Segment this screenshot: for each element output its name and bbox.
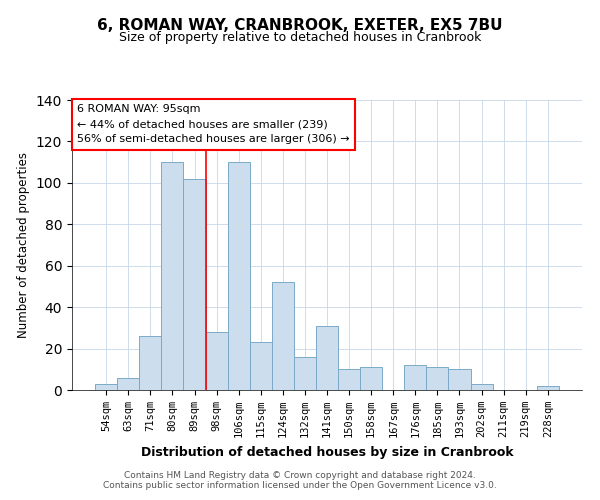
Bar [360,367,382,390]
X-axis label: Distribution of detached houses by size in Cranbrook: Distribution of detached houses by size … [140,446,514,458]
Bar [338,370,360,390]
Bar [184,178,206,390]
Text: Contains HM Land Registry data © Crown copyright and database right 2024.: Contains HM Land Registry data © Crown c… [124,470,476,480]
Bar [250,342,272,390]
Bar [95,384,117,390]
Text: 6 ROMAN WAY: 95sqm
← 44% of detached houses are smaller (239)
56% of semi-detach: 6 ROMAN WAY: 95sqm ← 44% of detached hou… [77,104,350,144]
Bar [227,162,250,390]
Text: Size of property relative to detached houses in Cranbrook: Size of property relative to detached ho… [119,31,481,44]
Bar [316,326,338,390]
Bar [448,370,470,390]
Bar [404,365,427,390]
Text: 6, ROMAN WAY, CRANBROOK, EXETER, EX5 7BU: 6, ROMAN WAY, CRANBROOK, EXETER, EX5 7BU [97,18,503,32]
Bar [139,336,161,390]
Bar [427,367,448,390]
Bar [206,332,227,390]
Bar [272,282,294,390]
Bar [537,386,559,390]
Bar [470,384,493,390]
Y-axis label: Number of detached properties: Number of detached properties [17,152,31,338]
Bar [294,357,316,390]
Text: Contains public sector information licensed under the Open Government Licence v3: Contains public sector information licen… [103,480,497,490]
Bar [161,162,184,390]
Bar [117,378,139,390]
